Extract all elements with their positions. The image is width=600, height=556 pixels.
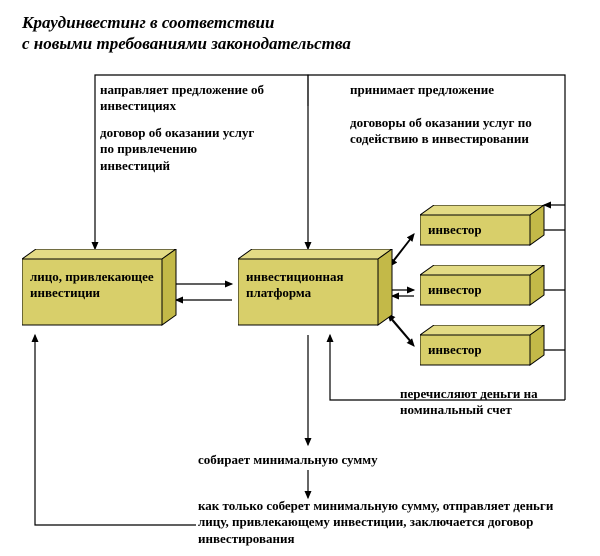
label-send-money: как только соберет минимальную сумму, от… xyxy=(198,498,568,547)
box-investor-3-label: инвестор xyxy=(428,342,482,358)
label-offer-send: направляет предложение об инвестициях xyxy=(100,82,290,115)
label-contract-assist: договоры об оказании услуг по содействию… xyxy=(350,115,540,148)
box-platform-label: инвестиционная платформа xyxy=(246,269,370,300)
box-platform: инвестиционная платформа xyxy=(238,259,378,325)
label-offer-accept: принимает предложение xyxy=(350,82,550,98)
label-transfer-money: перечисляют деньги на номинальный счет xyxy=(400,386,570,419)
box-investor-2-label: инвестор xyxy=(428,282,482,298)
box-attractor: лицо, привлекающее инвестиции xyxy=(22,259,162,325)
label-collect-min: собирает минимальную сумму xyxy=(198,452,498,468)
box-attractor-label: лицо, привлекающее инвестиции xyxy=(30,269,154,300)
diagram-title: Краудинвестинг в соответствиис новыми тр… xyxy=(22,12,351,55)
box-investor-2: инвестор xyxy=(420,275,530,305)
box-investor-3: инвестор xyxy=(420,335,530,365)
box-investor-1-label: инвестор xyxy=(428,222,482,238)
label-contract-attract: договор об оказании услуг по привлечению… xyxy=(100,125,270,174)
box-investor-1: инвестор xyxy=(420,215,530,245)
